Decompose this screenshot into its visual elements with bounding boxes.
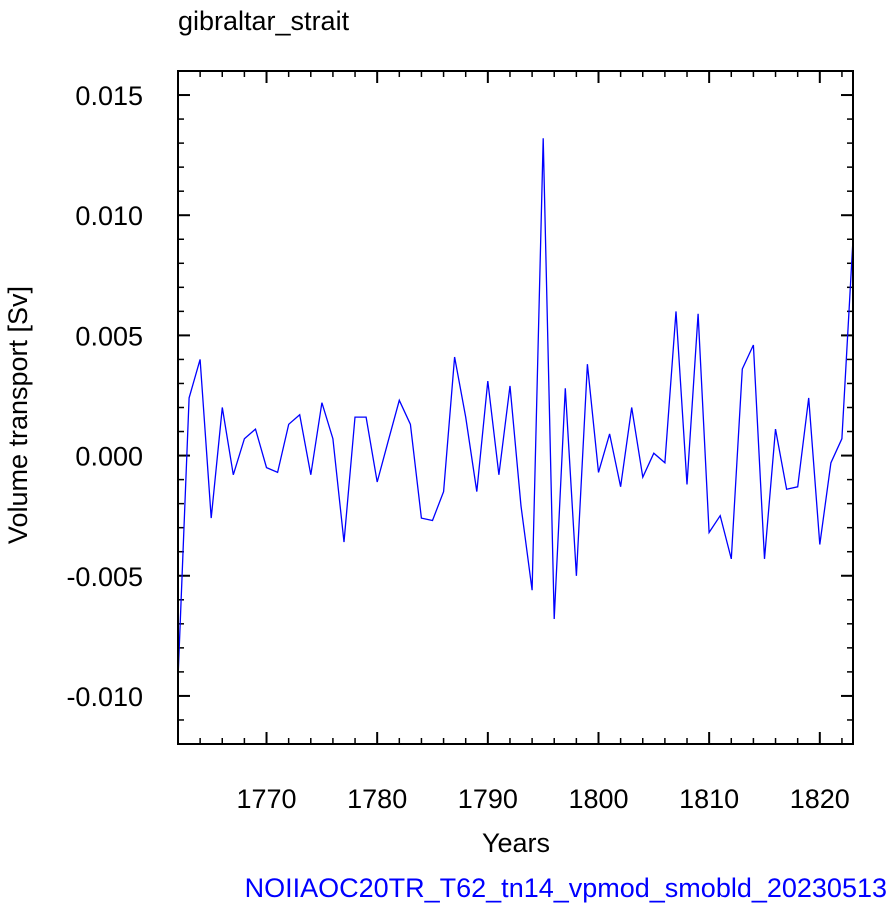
x-tick-label: 1780 — [347, 784, 407, 814]
y-tick-label: -0.010 — [66, 682, 143, 712]
minor-ticks — [177, 70, 853, 745]
x-tick-label: 1790 — [458, 784, 518, 814]
chart-title: gibraltar_strait — [178, 6, 350, 36]
x-tick-label: 1770 — [236, 784, 296, 814]
x-axis-label: Years — [482, 828, 550, 858]
footer-caption: NOIIAOC20TR_T62_tn14_vpmod_smobld_202305… — [245, 873, 887, 903]
y-tick-labels: 0.015 0.010 0.005 0.000 -0.005 -0.010 — [66, 81, 143, 712]
y-tick-label: 0.005 — [75, 321, 143, 351]
plot-frame — [177, 70, 854, 745]
x-tick-label: 1810 — [679, 784, 739, 814]
series-line — [177, 138, 854, 680]
x-tick-labels: 1770 1780 1790 1800 1810 1820 — [236, 784, 849, 814]
x-tick-label: 1820 — [790, 784, 850, 814]
x-tick-label: 1800 — [568, 784, 628, 814]
y-tick-label: 0.000 — [75, 442, 143, 472]
y-axis-label: Volume transport [Sv] — [3, 286, 33, 544]
y-tick-label: 0.015 — [75, 81, 143, 111]
major-ticks — [178, 71, 853, 744]
y-tick-label: -0.005 — [66, 562, 143, 592]
y-tick-label: 0.010 — [75, 201, 143, 231]
